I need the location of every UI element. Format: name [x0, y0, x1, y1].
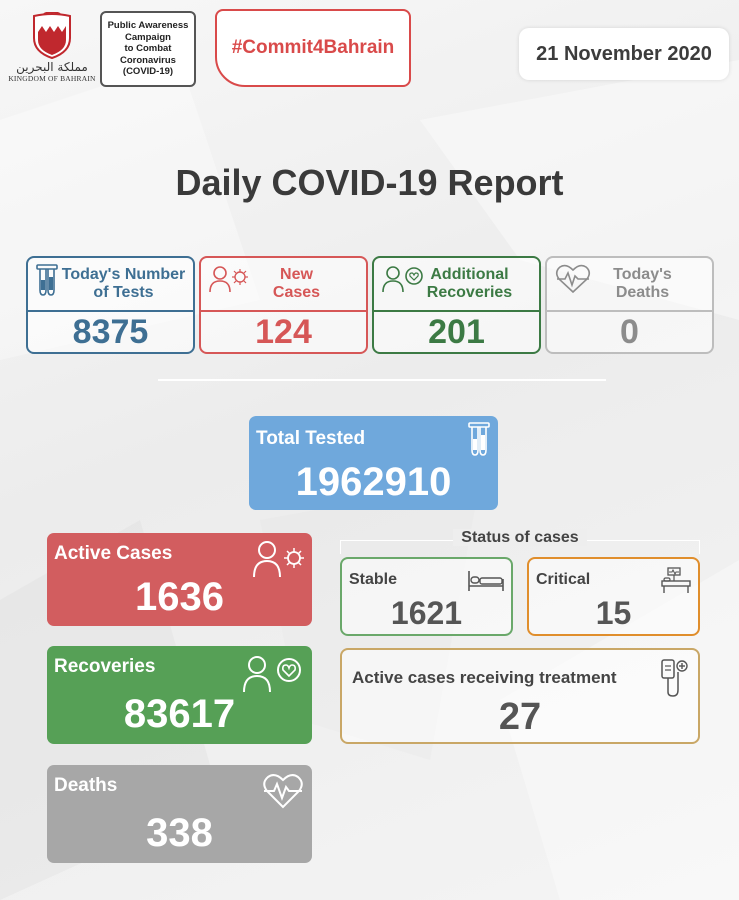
- hashtag-badge: #Commit4Bahrain: [215, 9, 411, 87]
- person-heart-icon: [243, 656, 301, 693]
- report-date: 21 November 2020: [519, 28, 729, 80]
- page-title: Daily COVID-19 Report: [175, 162, 564, 203]
- awareness-line: to Combat: [124, 43, 172, 55]
- test-tubes-icon: [36, 264, 58, 296]
- stat-label-line: Additional: [430, 266, 509, 283]
- section-divider: [158, 379, 606, 381]
- stat-value: 0: [620, 312, 639, 351]
- status-stable: Stable 1621: [340, 557, 513, 636]
- stat-value: 201: [428, 312, 485, 351]
- card-label: Total Tested: [256, 428, 366, 449]
- stat-label-line: Deaths: [615, 284, 670, 301]
- crest-arabic-text: مملكة البحرين: [16, 60, 88, 74]
- card-label: Active Cases: [54, 543, 173, 564]
- awareness-line: (COVID-19): [122, 66, 174, 78]
- heartbeat-icon: [555, 264, 591, 294]
- person-virus-icon: [253, 541, 304, 578]
- card-value: 338: [146, 811, 213, 855]
- stat-label-line: Cases: [272, 284, 321, 301]
- crest-icon: [33, 12, 71, 60]
- status-label: Active cases receiving treatment: [352, 668, 617, 687]
- card-active-cases: Active Cases 1636: [47, 533, 312, 626]
- awareness-line: Campaign: [125, 31, 171, 43]
- awareness-line: Public Awareness: [107, 20, 189, 32]
- status-title: Status of cases: [340, 529, 700, 547]
- status-receiving-treatment: Active cases receiving treatment 27: [340, 648, 700, 744]
- card-value: 83617: [123, 692, 236, 736]
- card-total-tested: Total Tested 1962910: [249, 416, 498, 510]
- stat-todays-tests: Today's Number of Tests 8375: [26, 256, 195, 354]
- test-tubes-icon: [468, 422, 490, 456]
- stat-additional-recoveries: Additional Recoveries 201: [372, 256, 541, 354]
- stat-label-line: New: [280, 266, 313, 283]
- hospital-bed-icon: [661, 567, 691, 593]
- stat-label-line: Today's Number: [61, 266, 186, 283]
- stat-label-line: of Tests: [93, 284, 154, 301]
- kingdom-crest: مملكة البحرين KINGDOM OF BAHRAIN: [6, 12, 98, 90]
- stat-label-line: Recoveries: [426, 284, 513, 301]
- status-title-text: Status of cases: [453, 529, 587, 546]
- person-virus-icon: [209, 266, 248, 293]
- card-recoveries: Recoveries 83617: [47, 646, 312, 744]
- card-value: 1962910: [295, 460, 452, 504]
- bed-icon: [468, 571, 504, 591]
- stat-value: 124: [255, 312, 312, 351]
- crest-english-text: KINGDOM OF BAHRAIN: [8, 74, 96, 83]
- status-value: 27: [498, 696, 542, 738]
- heartbeat-icon: [263, 774, 303, 809]
- card-value: 1636: [135, 575, 224, 619]
- person-heart-icon: [382, 266, 423, 293]
- card-label: Deaths: [54, 775, 118, 796]
- card-label: Recoveries: [54, 656, 156, 677]
- status-label: Stable: [349, 571, 398, 588]
- stat-new-cases: New Cases 124: [199, 256, 368, 354]
- iv-drip-icon: [661, 659, 688, 697]
- awareness-campaign-badge: Public Awareness Campaign to Combat Coro…: [100, 11, 196, 87]
- card-deaths: Deaths 338: [47, 765, 312, 863]
- awareness-line: Coronavirus: [120, 54, 176, 66]
- status-label: Critical: [536, 571, 591, 588]
- stat-label-line: Today's: [613, 266, 672, 283]
- stat-value: 8375: [72, 312, 149, 351]
- status-critical: Critical 15: [527, 557, 700, 636]
- stat-todays-deaths: Today's Deaths 0: [545, 256, 714, 354]
- status-value: 1621: [390, 595, 463, 631]
- status-value: 15: [595, 595, 632, 631]
